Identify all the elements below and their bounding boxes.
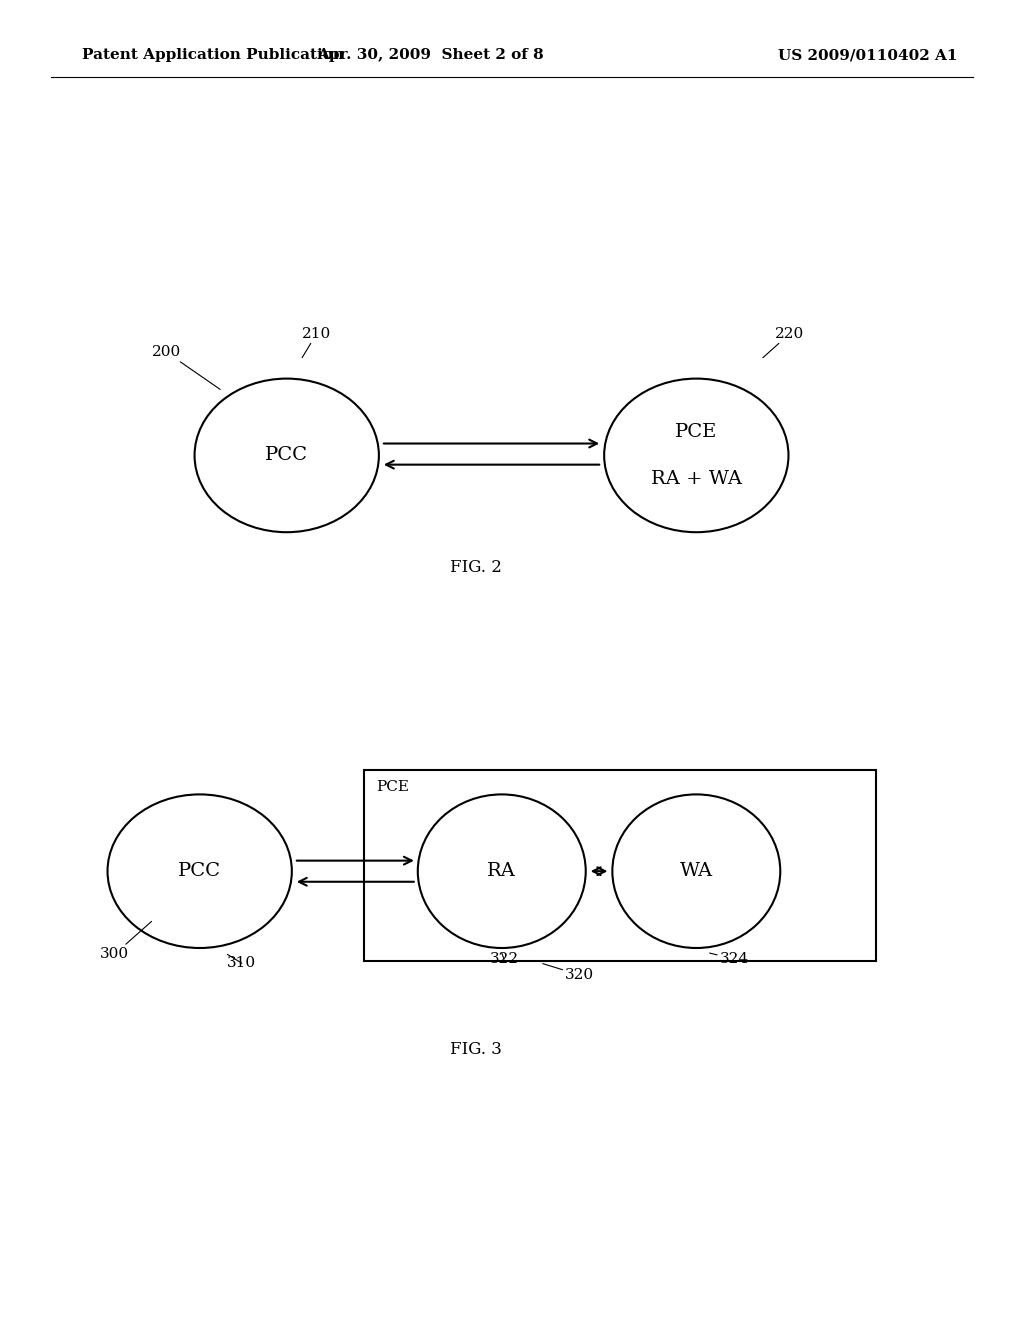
Text: US 2009/0110402 A1: US 2009/0110402 A1 bbox=[778, 49, 957, 62]
Text: PCE: PCE bbox=[376, 780, 409, 795]
Text: 320: 320 bbox=[543, 964, 594, 982]
Text: 324: 324 bbox=[710, 952, 749, 966]
Text: FIG. 2: FIG. 2 bbox=[451, 560, 502, 576]
Text: Patent Application Publication: Patent Application Publication bbox=[82, 49, 344, 62]
Text: 200: 200 bbox=[152, 345, 220, 389]
Text: PCC: PCC bbox=[178, 862, 221, 880]
Text: RA + WA: RA + WA bbox=[651, 470, 741, 488]
Text: 322: 322 bbox=[489, 952, 518, 966]
Text: FIG. 3: FIG. 3 bbox=[451, 1041, 502, 1057]
Text: 220: 220 bbox=[763, 326, 805, 358]
Text: 310: 310 bbox=[227, 954, 256, 970]
Bar bbox=[364, 770, 876, 961]
Text: RA: RA bbox=[487, 862, 516, 880]
Text: 210: 210 bbox=[302, 326, 332, 358]
Text: WA: WA bbox=[680, 862, 713, 880]
Text: PCE: PCE bbox=[675, 422, 718, 441]
Text: 300: 300 bbox=[100, 921, 152, 961]
Text: PCC: PCC bbox=[265, 446, 308, 465]
Text: Apr. 30, 2009  Sheet 2 of 8: Apr. 30, 2009 Sheet 2 of 8 bbox=[316, 49, 544, 62]
